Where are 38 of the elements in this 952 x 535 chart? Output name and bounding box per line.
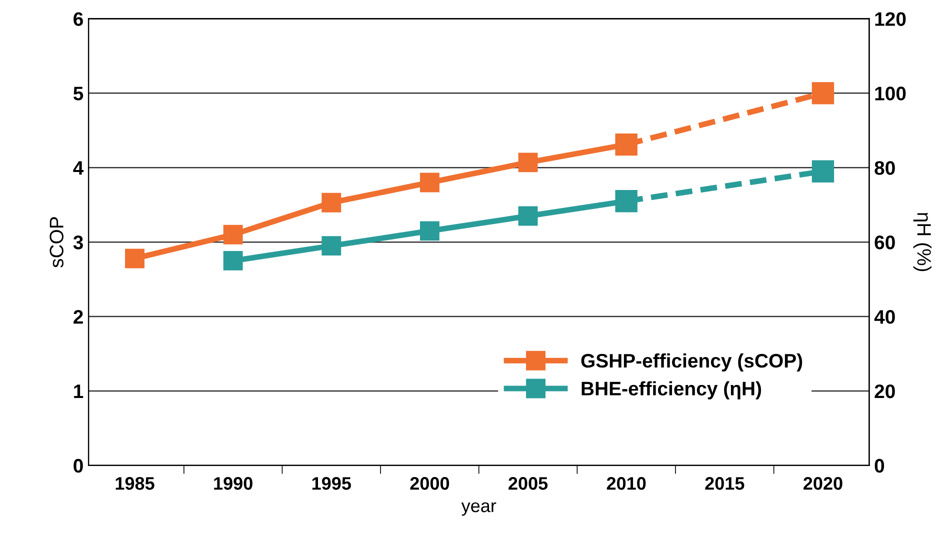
y-axis-title: sCOP	[50, 217, 64, 268]
point	[518, 206, 538, 226]
y-tick-label: 2	[74, 310, 83, 324]
y2-tick-label: 20	[874, 384, 895, 398]
y2-tick-label: 60	[874, 236, 895, 250]
point	[223, 224, 243, 244]
y-tick-label: 0	[74, 458, 83, 473]
y2-tick-label: 100	[875, 86, 906, 100]
point	[125, 248, 144, 268]
y2-tick-label: 80	[874, 161, 895, 175]
x-tick-label: 2000	[410, 477, 450, 490]
x-tick-label: 2020	[804, 477, 842, 490]
y-tick-label: 3	[73, 236, 83, 250]
point	[518, 152, 538, 172]
y-tick-label: 6	[74, 12, 83, 26]
x-tick-label: 1985	[116, 477, 154, 490]
y2-tick-label: 0	[874, 458, 884, 473]
x-tick-label: 2015	[705, 477, 744, 490]
x-axis-title: year	[461, 502, 496, 516]
legend-label: GSHP-efficiency (sCOP)	[581, 353, 802, 372]
y2-tick-label: 40	[874, 310, 895, 324]
x-tick-label: 2010	[606, 477, 646, 490]
y-tick-label: 1	[74, 384, 84, 398]
legend-label: BHE-efficiency (ηH)	[582, 381, 762, 400]
point	[812, 82, 834, 104]
x-tick-label: 1995	[312, 477, 351, 490]
point	[322, 236, 342, 256]
y2-tick-label: 120	[875, 12, 906, 26]
point	[322, 192, 342, 212]
y2-axis-title: ηH (%)	[913, 212, 932, 272]
x-tick-label: 2005	[508, 477, 548, 490]
x-tick-label: 1990	[214, 477, 252, 490]
y-tick-label: 5	[73, 86, 84, 100]
y-tick-label: 4	[73, 161, 84, 175]
point	[420, 221, 440, 241]
point	[812, 160, 834, 182]
point	[420, 172, 440, 192]
point	[223, 250, 243, 270]
